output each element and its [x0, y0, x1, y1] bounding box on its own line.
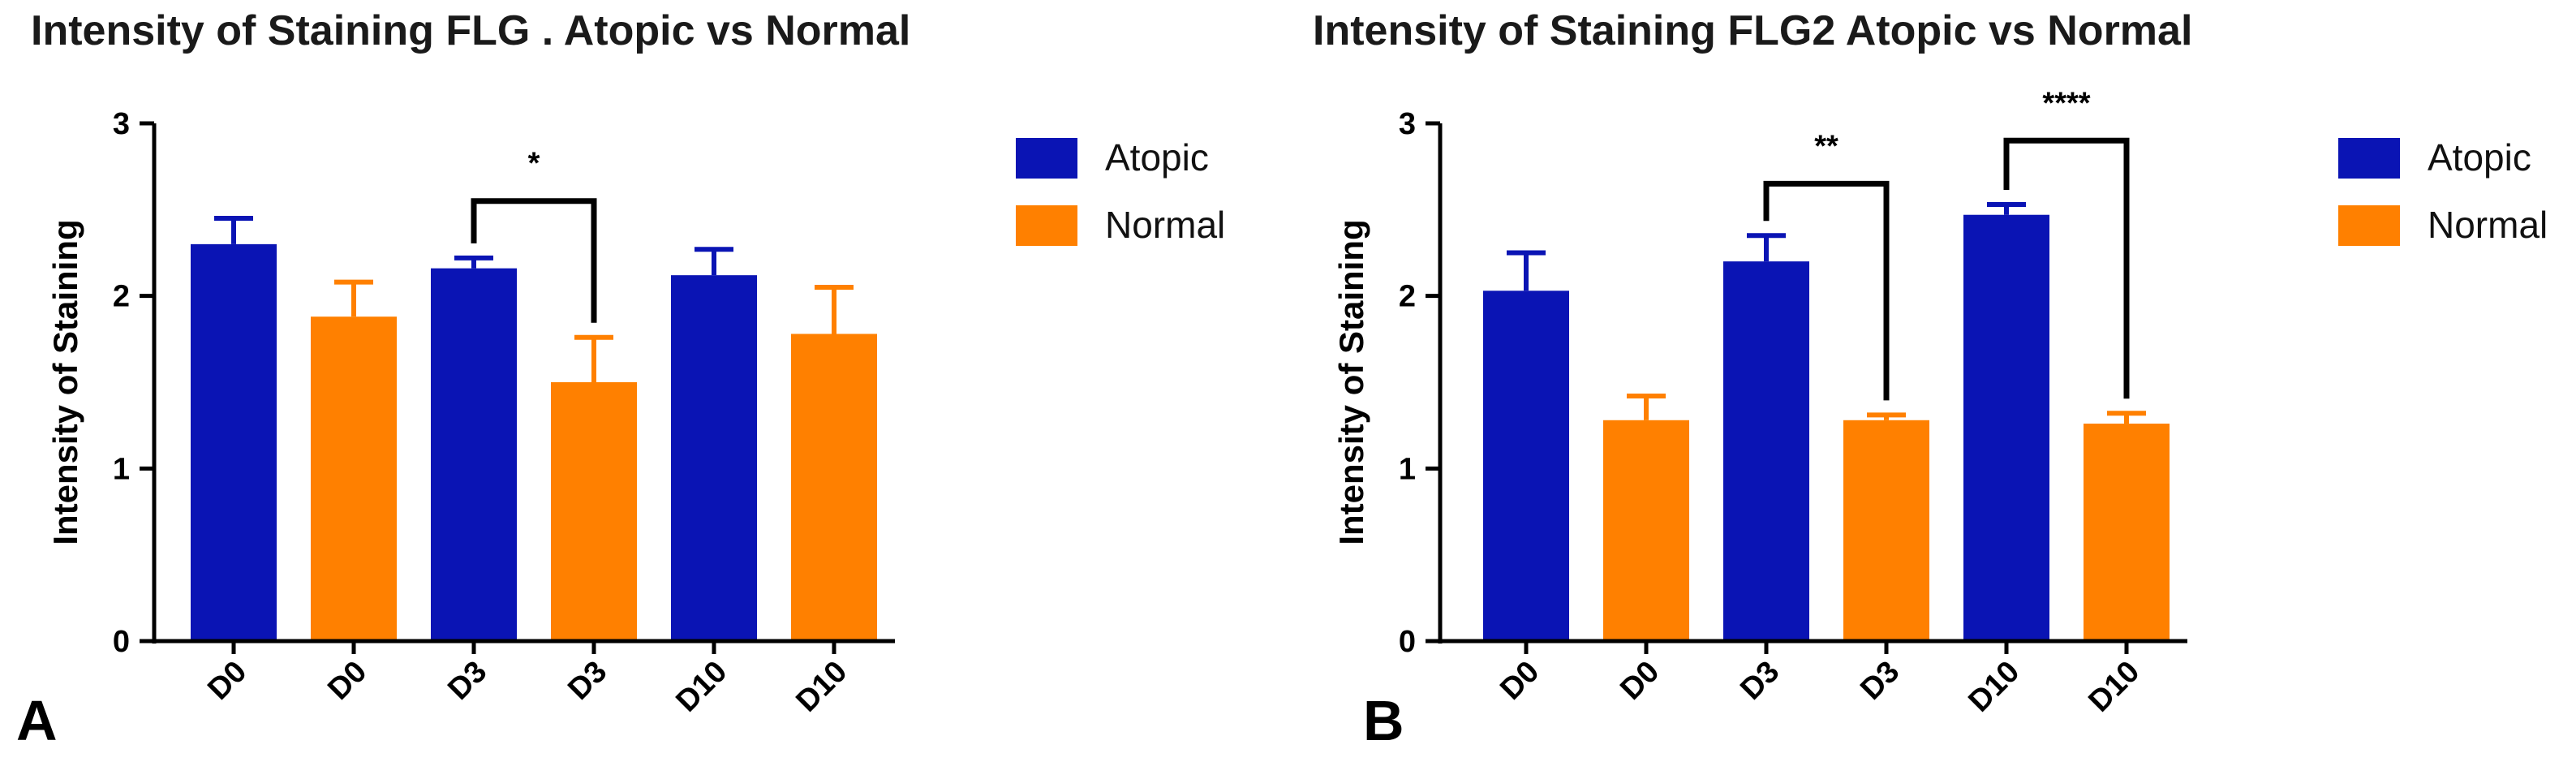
panel-b-x-tick-label: D3: [1854, 655, 1906, 707]
panel-b-x-tick-label: D10: [2082, 655, 2146, 719]
panel-b-y-tick-label: 3: [1399, 107, 1416, 141]
panel-b-y-tick-label: 0: [1399, 625, 1416, 659]
panel-a-y-tick-label: 1: [113, 452, 130, 486]
panel-a-y-tick-label: 3: [113, 107, 130, 141]
panel-b-bar-normal-d0: [1603, 420, 1689, 641]
panel-b-legend-label-atopic: Atopic: [2428, 136, 2531, 179]
panel-a-x-tick-label: D3: [561, 655, 613, 707]
panel-a-y-axis-label: Intensity of Staining: [46, 219, 84, 545]
panel-b-bar-normal-d3: [1843, 420, 1929, 641]
panel-a-y-tick-label: 0: [113, 625, 130, 659]
panel-a-bar-atopic-d3: [431, 268, 517, 641]
panel-b-significance-label-0: **: [1814, 129, 1838, 163]
panel-a-legend-swatch-normal: [1016, 205, 1077, 246]
panel-a-legend-label-normal: Normal: [1105, 204, 1225, 246]
panel-b-bar-atopic-d0: [1483, 291, 1569, 641]
panel-a-legend-swatch-atopic: [1016, 138, 1077, 179]
panel-b-x-tick-label: D3: [1734, 655, 1786, 707]
panel-b-x-tick-label: D10: [1962, 655, 2026, 719]
panel-b-y-axis-label: Intensity of Staining: [1332, 219, 1370, 545]
panel-a-bar-normal-d10: [791, 334, 877, 641]
panel-b-significance-bracket-0: [1763, 180, 1890, 401]
panel-b-bar-normal-d10: [2084, 424, 2170, 641]
panel-a-bar-normal-d3: [551, 382, 637, 641]
panel-a-significance-label-0: *: [528, 147, 540, 181]
panel-b-y-tick-label: 1: [1399, 452, 1416, 486]
panel-b-significance-bracket-1: [2003, 137, 2130, 399]
panel-a-legend-label-atopic: Atopic: [1105, 136, 1209, 179]
panel-b-bar-atopic-d10: [1963, 214, 2049, 641]
panel-b-significance-label-1: ****: [2042, 86, 2090, 120]
panel-a-x-tick-label: D10: [669, 655, 733, 719]
panel-b-legend-swatch-normal: [2338, 205, 2400, 246]
panel-a-x-tick-label: D0: [321, 655, 373, 707]
panel-a-x-tick-label: D0: [201, 655, 253, 707]
panel-a-bar-atopic-d10: [671, 275, 757, 641]
panel-a-y-tick-label: 2: [113, 280, 130, 314]
panel-b-title: Intensity of Staining FLG2 Atopic vs Nor…: [1313, 7, 2193, 54]
panel-a-x-tick-label: D3: [441, 655, 493, 707]
panel-b-x-tick-label: D0: [1614, 655, 1666, 707]
panel-a-significance-bracket-0: [471, 198, 597, 323]
panel-b-x-tick-label: D0: [1494, 655, 1546, 707]
panel-b-letter: B: [1363, 689, 1404, 752]
panel-a-x-tick-label: D10: [789, 655, 854, 719]
panel-a-bar-atopic-d0: [191, 243, 277, 641]
panel-a-bar-normal-d0: [311, 316, 397, 641]
panel-b-legend-label-normal: Normal: [2428, 204, 2548, 246]
panel-a-title: Intensity of Staining FLG . Atopic vs No…: [31, 7, 911, 54]
panel-b-bar-atopic-d3: [1723, 261, 1809, 641]
panel-b-y-tick-label: 2: [1399, 280, 1416, 314]
panel-a-letter: A: [16, 689, 58, 752]
panel-b-legend-swatch-atopic: [2338, 138, 2400, 179]
